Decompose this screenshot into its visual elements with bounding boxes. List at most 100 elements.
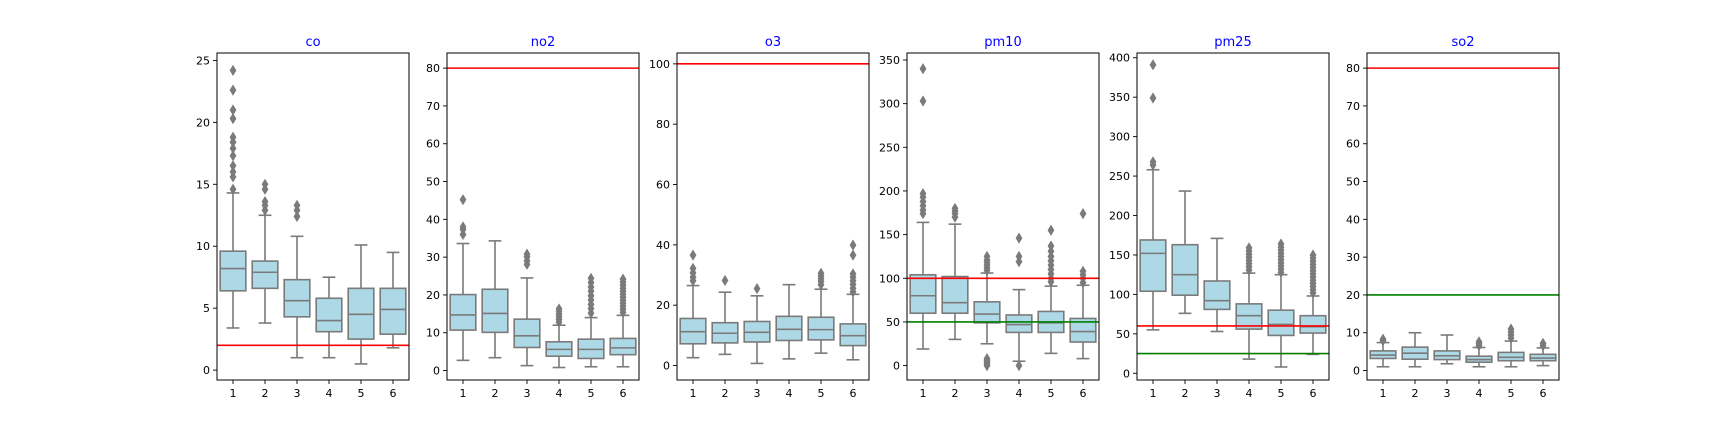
- axes-frame: [1366, 52, 1560, 381]
- box-3: [1433, 334, 1461, 365]
- y-tick-label: 100: [1109, 288, 1130, 301]
- y-tick-label: 30: [1346, 251, 1360, 264]
- outlier-point: [229, 104, 237, 116]
- outlier-point: [1079, 265, 1087, 277]
- box-2: [251, 178, 279, 324]
- box-2: [1171, 190, 1199, 315]
- y-tick-label: 50: [1116, 328, 1130, 341]
- y-tick-label: 50: [426, 176, 440, 189]
- plot-area: [907, 63, 1099, 372]
- box-5: [1037, 224, 1065, 355]
- box-body: [315, 297, 343, 333]
- y-tick-label: 150: [879, 229, 900, 242]
- outlier-point: [689, 262, 697, 274]
- y-tick-label: 150: [1109, 249, 1130, 262]
- box-1: [219, 64, 247, 329]
- x-tick-label: 3: [984, 387, 991, 400]
- box-body: [251, 260, 279, 290]
- outlier-point: [229, 142, 237, 154]
- outlier-point: [261, 196, 269, 208]
- box-1: [679, 249, 707, 359]
- box-6: [1299, 249, 1327, 356]
- panel-title: co: [305, 35, 320, 50]
- box-body: [609, 337, 637, 356]
- outlier-point: [229, 113, 237, 125]
- y-tick-label: 250: [1109, 170, 1130, 183]
- outlier-point: [555, 303, 563, 315]
- panel-co: co 0 5 10 15 20 25 1 2 3 4 5 6: [196, 35, 410, 400]
- y-tick-label: 50: [1346, 176, 1360, 189]
- y-tick-label: 200: [879, 185, 900, 198]
- box-5: [807, 267, 835, 354]
- y-tick-label: 10: [426, 327, 440, 340]
- y-tick-label: 10: [196, 240, 210, 253]
- y-tick-label: 400: [1109, 52, 1130, 65]
- box-5: [1497, 323, 1525, 368]
- x-tick-label: 4: [786, 387, 793, 400]
- x-tick-label: 5: [588, 387, 595, 400]
- outlier-point: [1475, 336, 1483, 348]
- outlier-point: [919, 63, 927, 75]
- box-2: [941, 202, 969, 341]
- y-tick-label: 80: [426, 62, 440, 75]
- box-body: [449, 293, 477, 331]
- y-tick-label: 350: [879, 54, 900, 67]
- panel-title: so2: [1452, 35, 1475, 50]
- x-tick-label: 4: [1476, 387, 1483, 400]
- x-tick-label: 3: [1444, 387, 1451, 400]
- box-body: [973, 301, 1001, 324]
- outlier-point: [849, 268, 857, 280]
- outlier-point: [951, 202, 959, 215]
- axes-frame: [216, 52, 410, 381]
- outlier-point: [229, 84, 237, 96]
- outlier-point: [753, 282, 761, 295]
- y-tick-label: 70: [1346, 100, 1360, 113]
- outlier-point: [1079, 208, 1087, 220]
- outlier-point: [229, 166, 237, 178]
- outlier-point: [293, 210, 301, 223]
- box-body: [1005, 314, 1033, 334]
- x-tick-label: 3: [294, 387, 301, 400]
- box-body: [1171, 243, 1199, 296]
- x-tick-label: 1: [460, 387, 467, 400]
- y-tick-label: 250: [879, 141, 900, 154]
- outlier-point: [229, 150, 237, 162]
- box-3: [283, 199, 311, 359]
- outlier-point: [983, 353, 991, 365]
- y-tick-label: 25: [196, 54, 210, 67]
- y-tick-label: 50: [886, 316, 900, 329]
- y-tick-label: 15: [196, 178, 210, 191]
- outlier-point: [229, 183, 237, 195]
- box-body: [1267, 309, 1295, 337]
- x-tick-label: 5: [1278, 387, 1285, 400]
- panel-title: pm25: [1214, 35, 1251, 50]
- box-body: [1299, 314, 1327, 334]
- y-tick-label: 0: [663, 360, 670, 373]
- y-tick-label: 40: [1346, 213, 1360, 226]
- outlier-point: [1507, 323, 1515, 335]
- y-tick-label: 300: [1109, 131, 1130, 144]
- panel-no2: no2 0 10 20 30 40 50 60 70 80 1 2 3 4 5 6: [426, 35, 640, 400]
- y-tick-label: 20: [196, 116, 210, 129]
- box-6: [839, 239, 867, 361]
- y-tick-label: 5: [203, 302, 210, 315]
- outlier-point: [1149, 59, 1157, 71]
- box-6: [1069, 208, 1097, 360]
- y-tick-label: 100: [879, 272, 900, 285]
- box-body: [283, 278, 311, 318]
- box-3: [1203, 237, 1231, 333]
- x-tick-label: 6: [1080, 387, 1087, 400]
- outlier-point: [919, 95, 927, 107]
- x-tick-label: 6: [1310, 387, 1317, 400]
- x-tick-label: 5: [1048, 387, 1055, 400]
- outlier-point: [1309, 249, 1317, 261]
- outlier-point: [919, 187, 927, 200]
- box-body: [839, 323, 867, 347]
- box-4: [775, 283, 803, 360]
- outlier-point: [1277, 238, 1285, 250]
- box-2: [1401, 331, 1429, 368]
- y-tick-label: 30: [426, 251, 440, 264]
- y-tick-label: 0: [203, 364, 210, 377]
- x-tick-label: 4: [326, 387, 333, 400]
